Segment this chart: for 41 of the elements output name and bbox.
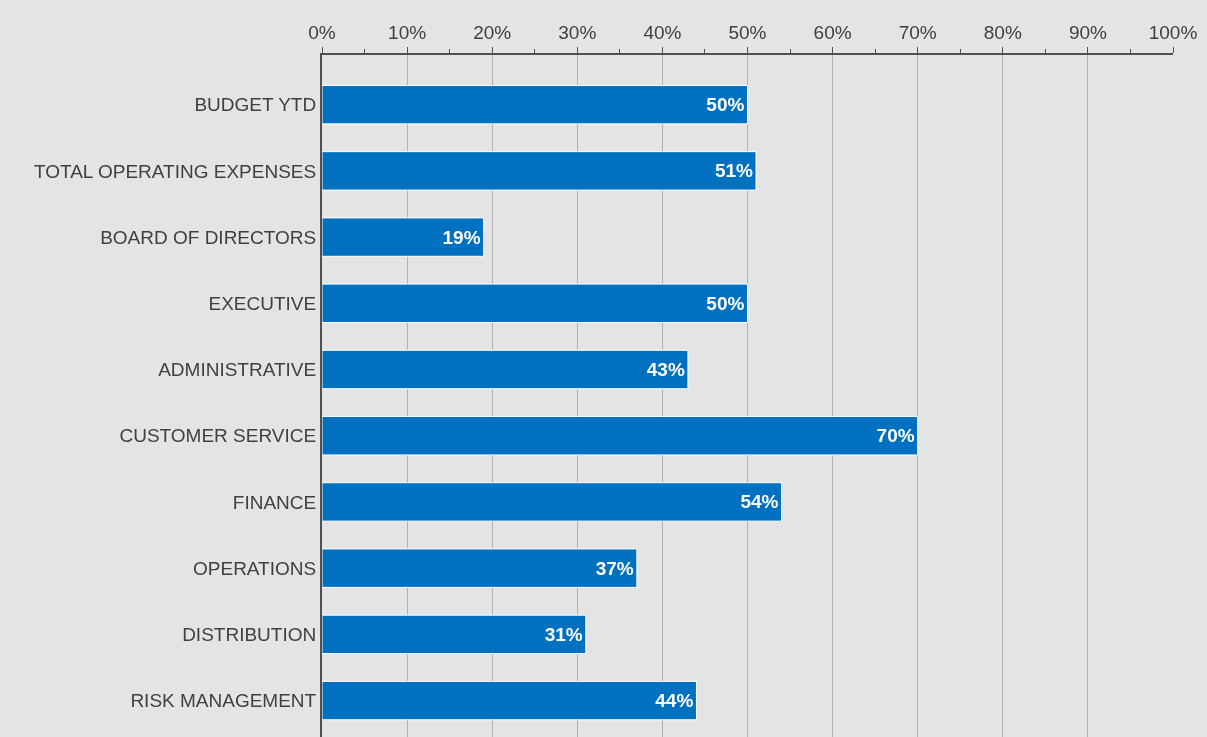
bar [322, 614, 587, 655]
bar [322, 283, 748, 323]
x-tick-label: 80% [983, 22, 1022, 44]
y-tick-label: TOTAL OPERATING EXPENSES [33, 160, 317, 182]
data-label: 54% [740, 491, 779, 513]
bar [322, 680, 697, 721]
bar [322, 416, 919, 456]
y-tick-label: ADMINISTRATIVE [158, 359, 317, 381]
bar [322, 548, 638, 588]
data-label: 31% [544, 623, 583, 645]
y-tick-label: EXECUTIVE [208, 292, 317, 314]
bar [322, 482, 783, 522]
bar [322, 349, 689, 390]
bar [322, 84, 748, 125]
x-tick-label: 10% [388, 22, 427, 44]
bar [322, 217, 485, 257]
data-label: 50% [706, 292, 745, 314]
y-tick-label: CUSTOMER SERVICE [119, 425, 317, 447]
x-tick-label: 90% [1068, 22, 1108, 44]
bar [322, 151, 757, 191]
x-tick-label: 100% [1148, 22, 1198, 44]
data-label: 50% [706, 94, 745, 116]
data-label: 19% [442, 226, 481, 248]
data-label: 70% [876, 425, 915, 447]
y-tick-label: RISK MANAGEMENT [130, 690, 317, 712]
x-tick-label: 50% [728, 22, 767, 44]
data-label: 43% [646, 359, 685, 381]
y-tick-label: BUDGET YTD [194, 94, 317, 116]
y-tick-label: DISTRIBUTION [182, 624, 317, 646]
data-label: 37% [595, 557, 634, 579]
x-tick-label: 40% [643, 22, 682, 44]
x-tick-label: 60% [813, 22, 852, 44]
y-tick-label: OPERATIONS [193, 557, 317, 579]
x-tick-label: 70% [898, 22, 937, 44]
x-tick-label: 20% [473, 22, 512, 44]
data-label: 51% [714, 160, 754, 182]
y-tick-label: BOARD OF DIRECTORS [100, 226, 317, 248]
data-label: 44% [655, 690, 694, 712]
x-tick-label: 30% [558, 22, 597, 44]
y-tick-label: FINANCE [232, 491, 317, 513]
x-tick-label: 0% [308, 22, 336, 44]
